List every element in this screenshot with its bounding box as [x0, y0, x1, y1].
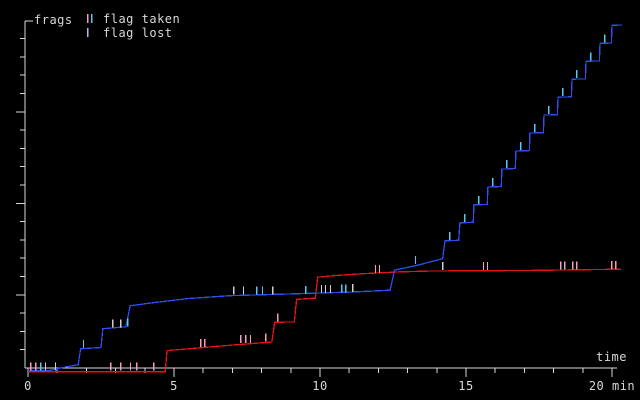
legend-flag-taken-icon: [87, 14, 89, 23]
flag-lost-tick-white: [120, 319, 122, 328]
flag-lost-tick-pink: [245, 335, 247, 344]
flag-lost-tick-cyan: [576, 70, 578, 79]
red-player-line: [28, 268, 621, 373]
flag-lost-tick-pink: [110, 362, 112, 371]
flag-lost-tick-cyan: [127, 318, 129, 327]
legend-flag-taken-label: flag taken: [103, 12, 180, 26]
flag-lost-tick-white: [242, 286, 245, 295]
flag-lost-tick-white: [54, 362, 57, 371]
flag-lost-tick-cyan: [548, 106, 550, 115]
flag-lost-tick-cyan: [40, 362, 42, 371]
flag-lost-tick-pink: [153, 362, 155, 371]
flag-lost-tick-cyan: [506, 160, 508, 169]
flag-lost-tick-pink: [136, 362, 138, 371]
y-axis-title: frags: [34, 13, 73, 27]
flag-lost-tick-cyan: [492, 178, 494, 186]
flag-taken-tick-white: [324, 284, 327, 293]
flag-lost-tick-pink: [129, 362, 132, 371]
flag-lost-tick-pink: [30, 362, 32, 371]
flag-taken-tick-pink: [204, 339, 206, 348]
flag-lost-tick-cyan: [261, 286, 264, 295]
flag-taken-tick-cyan: [345, 284, 347, 293]
flag-taken-tick-pink: [560, 261, 562, 270]
flag-lost-tick-white: [233, 286, 235, 295]
x-tick-label: 0: [24, 379, 32, 393]
flag-lost-tick-white: [112, 319, 114, 328]
flag-lost-tick-cyan: [478, 195, 480, 204]
flag-taken-tick-cyan: [341, 284, 343, 293]
x-tick-label: 20 min: [589, 379, 635, 393]
flag-lost-tick-pink: [35, 362, 37, 371]
flag-lost-tick-white: [329, 284, 332, 293]
legend-flag-lost-icon: [87, 28, 89, 37]
flag-taken-tick-pink: [486, 262, 489, 270]
flag-lost-tick-white: [272, 286, 274, 295]
flag-lost-tick-white: [44, 362, 47, 371]
flag-events: [30, 34, 617, 371]
x-tick-label: 15: [458, 379, 473, 393]
flag-lost-tick-pink: [277, 313, 279, 322]
flag-lost-tick-pink: [240, 335, 242, 344]
legend-flag-taken-icon: [91, 14, 93, 23]
flag-taken-tick-white: [320, 284, 323, 293]
flag-lost-tick-cyan: [256, 286, 258, 295]
flag-lost-tick-pink: [120, 362, 122, 371]
flag-taken-tick-pink: [378, 264, 381, 273]
flag-taken-tick-pink: [611, 261, 613, 270]
flag-taken-tick-pink: [615, 261, 617, 270]
flag-taken-tick-pink: [572, 261, 574, 270]
flag-taken-tick-pink: [482, 262, 485, 270]
flag-lost-tick-pink: [249, 334, 252, 343]
flag-taken-tick-pink: [576, 261, 578, 270]
blue-player-line: [28, 24, 623, 372]
flag-lost-tick-white: [352, 284, 354, 292]
flag-taken-tick-pink: [200, 339, 202, 348]
flag-lost-tick-cyan: [449, 231, 451, 240]
x-tick-label: 5: [170, 379, 178, 393]
flag-lost-tick-cyan: [305, 285, 307, 294]
flag-lost-tick-white: [442, 262, 444, 270]
flag-lost-tick-cyan: [464, 213, 466, 222]
x-axis-title: time: [596, 350, 627, 364]
x-tick-label: 10: [312, 379, 327, 393]
flag-lost-tick-cyan: [604, 34, 606, 43]
flag-lost-tick-cyan: [414, 256, 417, 265]
flag-taken-tick-pink: [374, 264, 377, 273]
flag-lost-tick-cyan: [562, 88, 564, 97]
flag-lost-tick-pink: [265, 333, 267, 342]
flag-lost-tick-cyan: [590, 52, 592, 61]
flag-lost-tick-cyan: [82, 339, 85, 348]
flag-lost-tick-cyan: [520, 142, 522, 150]
flag-lost-tick-cyan: [534, 124, 536, 132]
legend-flag-lost-label: flag lost: [103, 26, 173, 40]
flag-taken-tick-pink: [564, 261, 566, 270]
